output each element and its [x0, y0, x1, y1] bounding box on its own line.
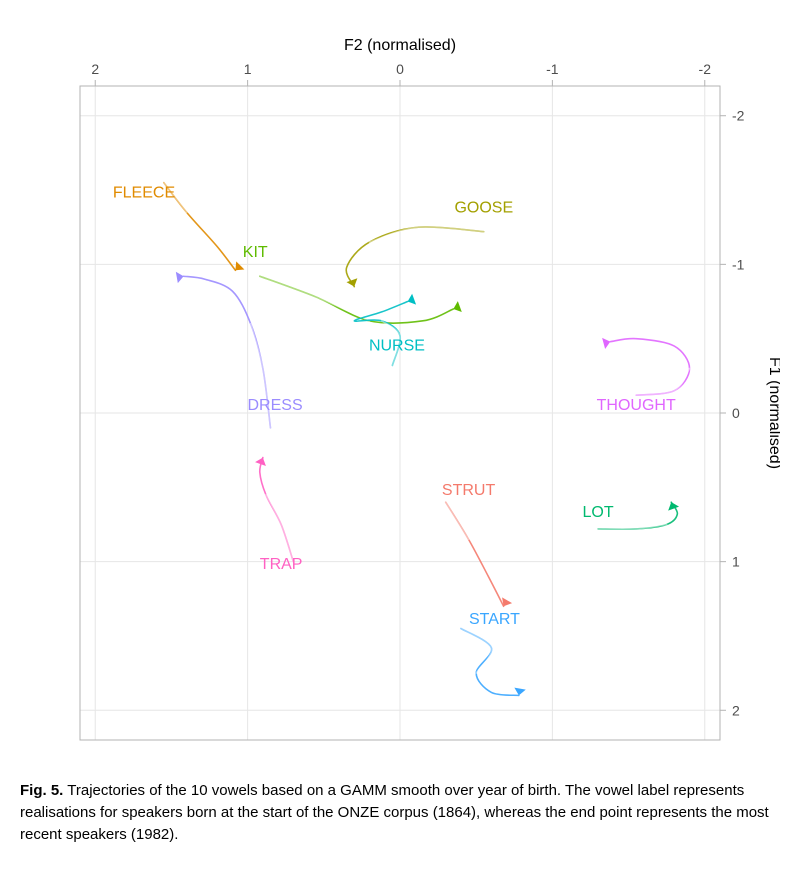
vowel-label-fleece: FLEECE [113, 184, 175, 201]
svg-text:0: 0 [732, 405, 740, 421]
vowel-label-strut: STRUT [442, 482, 496, 499]
caption-label: Fig. 5. [20, 782, 63, 799]
figure-caption: Fig. 5. Trajectories of the 10 vowels ba… [20, 780, 780, 845]
svg-text:-2: -2 [732, 108, 745, 124]
vowel-label-lot: LOT [583, 504, 614, 521]
vowel-label-thought: THOUGHT [597, 397, 676, 414]
vowel-label-nurse: NURSE [369, 338, 425, 355]
svg-text:-2: -2 [699, 61, 712, 77]
chart-container: 2 1 0 -1 -2 -2 -1 0 1 2 F2 (normalised) F1 (normali… [20, 20, 780, 760]
svg-text:0: 0 [396, 61, 404, 77]
vowel-label-kit: KIT [243, 244, 268, 261]
svg-text:F1 (normalised): F1 (normalised) [766, 357, 780, 469]
caption-text: Trajectories of the 10 vowels based on a… [20, 782, 769, 843]
vowel-label-dress: DRESS [247, 397, 302, 414]
vowel-label-goose: GOOSE [454, 199, 513, 216]
svg-text:F2 (normalised): F2 (normalised) [344, 37, 456, 54]
svg-text:1: 1 [244, 61, 252, 77]
figure-page: 2 1 0 -1 -2 -2 -1 0 1 2 F2 (normalised) F1 (normali… [0, 0, 800, 876]
svg-text:2: 2 [732, 702, 740, 718]
svg-text:-1: -1 [732, 256, 745, 272]
svg-text:2: 2 [91, 61, 99, 77]
vowel-label-start: START [469, 611, 520, 628]
svg-text:-1: -1 [546, 61, 559, 77]
vowel-trajectory-chart: 2 1 0 -1 -2 -2 -1 0 1 2 F2 (normalised) F1 (normali… [20, 20, 780, 760]
svg-text:1: 1 [732, 554, 740, 570]
vowel-label-trap: TRAP [260, 556, 303, 573]
